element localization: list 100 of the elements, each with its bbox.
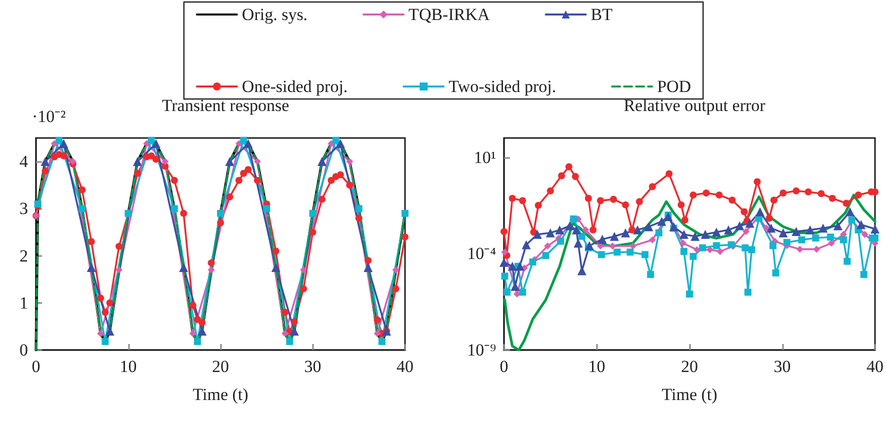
point [263, 205, 270, 212]
point [712, 228, 721, 237]
legend-label: POD [657, 77, 692, 96]
point [648, 236, 656, 244]
point [254, 176, 261, 184]
point [152, 156, 160, 163]
point [148, 136, 155, 144]
point [644, 222, 654, 232]
y-tick-label: 2 [20, 246, 28, 266]
y-tick-label: 0 [20, 340, 28, 360]
point [378, 338, 386, 346]
point [657, 216, 666, 226]
point [290, 318, 298, 326]
point [508, 194, 516, 202]
point [572, 173, 579, 180]
point [633, 225, 642, 234]
text: ·10⁻² [32, 107, 66, 126]
point [742, 228, 750, 236]
point [628, 226, 636, 234]
point [614, 248, 621, 256]
x-tick-label: 30 [304, 357, 322, 376]
point [641, 251, 648, 258]
legend-label: One-sided proj. [242, 77, 348, 96]
point [501, 248, 508, 256]
point [134, 170, 141, 177]
point [744, 288, 752, 296]
point [582, 226, 590, 234]
point [78, 186, 86, 194]
point [402, 210, 408, 217]
point [754, 178, 761, 186]
point [680, 240, 687, 247]
point [364, 263, 373, 272]
point [783, 238, 790, 246]
point [655, 229, 662, 236]
point [621, 228, 630, 238]
y-tick-label: 10¹ [474, 148, 496, 167]
point [690, 192, 697, 199]
point [647, 270, 654, 278]
point [402, 233, 408, 240]
legend-label: Two-sided proj. [448, 77, 556, 96]
point [826, 234, 834, 241]
point [500, 258, 508, 267]
point [244, 139, 253, 148]
point [702, 190, 710, 196]
point [282, 308, 289, 316]
point [282, 330, 289, 338]
point [544, 242, 552, 250]
point [529, 258, 536, 266]
point [792, 227, 801, 236]
point [508, 262, 517, 271]
point [106, 299, 114, 306]
x-axis-title: Time (t) [192, 385, 248, 404]
point [355, 205, 362, 212]
point [629, 242, 636, 250]
point [796, 246, 804, 253]
point [842, 200, 850, 207]
point [666, 170, 673, 178]
point [240, 136, 248, 144]
point [664, 212, 673, 222]
point [740, 208, 748, 216]
point [132, 157, 142, 166]
point [309, 228, 316, 236]
point [828, 240, 835, 247]
point [574, 238, 583, 248]
point [572, 225, 581, 234]
point [818, 224, 828, 233]
point [636, 198, 643, 206]
point [374, 316, 381, 324]
point [804, 188, 812, 196]
point [254, 158, 261, 166]
point [546, 187, 554, 194]
x-tick-label: 20 [681, 357, 698, 376]
point [690, 252, 697, 260]
point [179, 263, 188, 272]
point [679, 230, 688, 239]
point [622, 201, 630, 208]
point [102, 338, 109, 346]
legend-label: BT [590, 5, 614, 24]
point [116, 242, 123, 250]
point [828, 194, 836, 202]
point [519, 288, 526, 296]
point [208, 266, 215, 274]
point [686, 290, 693, 298]
point [565, 221, 574, 230]
point [194, 338, 201, 346]
point [500, 228, 508, 236]
point [690, 232, 700, 241]
point [272, 248, 280, 255]
point [60, 152, 68, 160]
y-tick-label: 10⁻⁴ [467, 244, 496, 264]
point [97, 330, 104, 338]
point [355, 214, 362, 222]
point [332, 136, 340, 144]
x-tick-label: 40 [866, 357, 884, 376]
point [300, 285, 308, 292]
y-tick-label: 1 [20, 293, 28, 312]
point [706, 246, 714, 254]
point [225, 157, 234, 166]
point [240, 170, 248, 177]
point [716, 192, 723, 199]
